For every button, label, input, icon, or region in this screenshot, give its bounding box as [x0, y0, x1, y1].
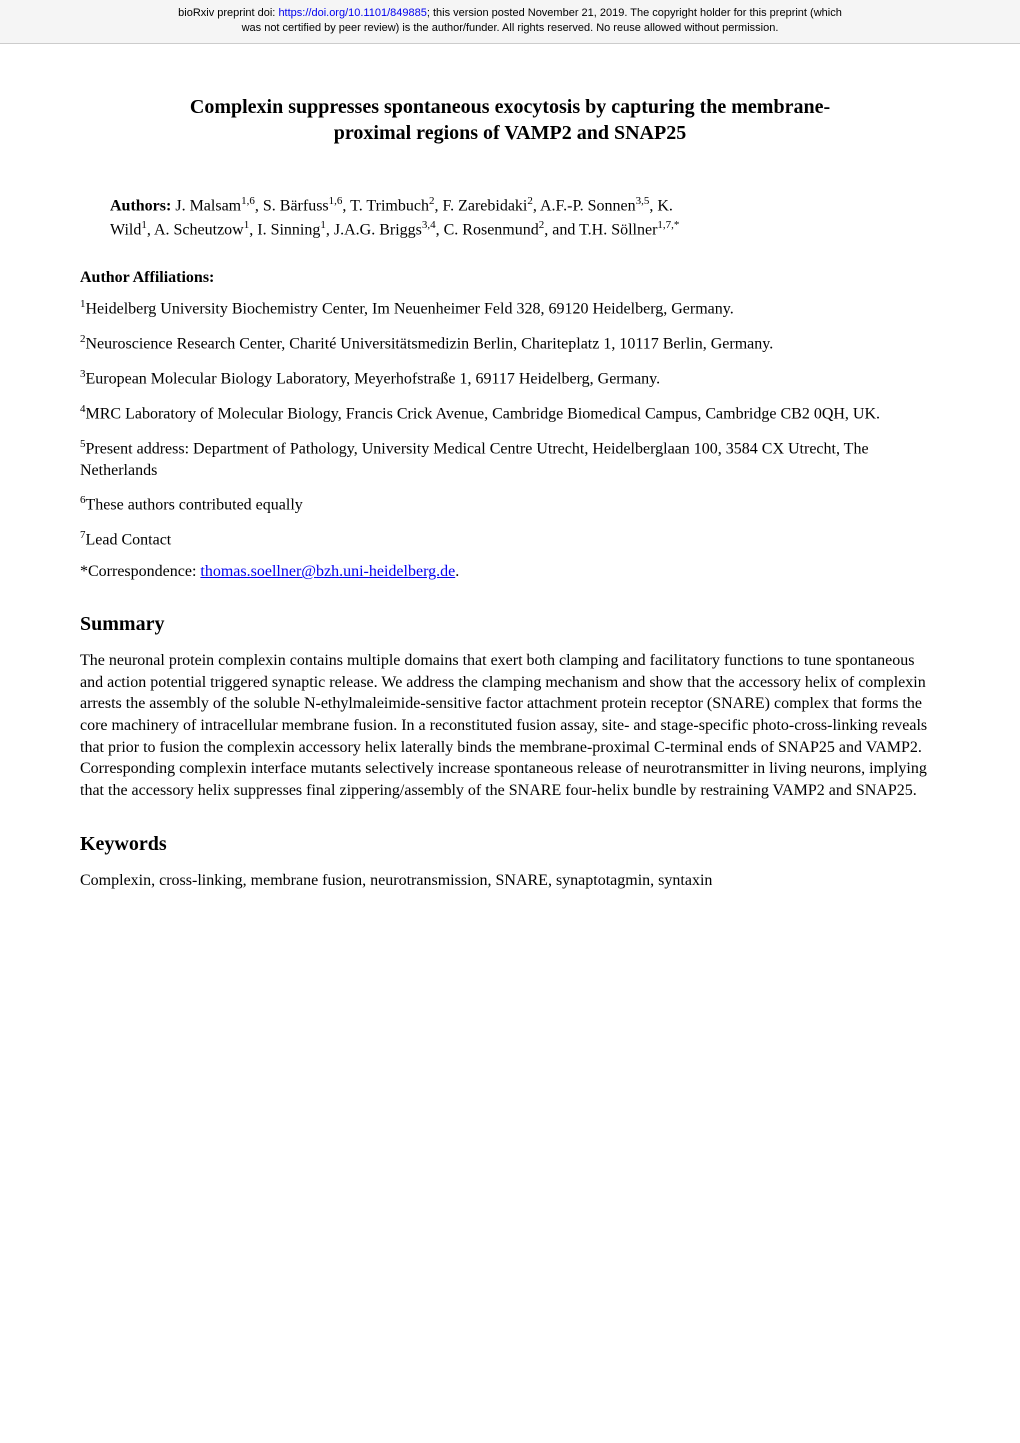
correspondence: *Correspondence: thomas.soellner@bzh.uni…	[80, 563, 940, 581]
author: Wild	[110, 221, 141, 238]
title-line2: proximal regions of VAMP2 and SNAP25	[334, 122, 686, 144]
author: , A.F.-P. Sonnen	[533, 197, 636, 214]
author: , and T.H. Söllner	[544, 221, 657, 238]
affiliation: 7Lead Contact	[80, 528, 940, 551]
author: , F. Zarebidaki	[434, 197, 527, 214]
affiliation-text: Heidelberg University Biochemistry Cente…	[86, 301, 734, 318]
correspondence-suffix: .	[455, 563, 459, 580]
author: , K.	[649, 197, 673, 214]
author-sup: 3,5	[636, 195, 650, 207]
keywords-body: Complexin, cross-linking, membrane fusio…	[80, 870, 940, 892]
affiliation: 1Heidelberg University Biochemistry Cent…	[80, 297, 940, 320]
affiliation-text: European Molecular Biology Laboratory, M…	[86, 370, 661, 387]
affiliation-text: Neuroscience Research Center, Charité Un…	[86, 335, 774, 352]
author-sup: 1,6	[329, 195, 343, 207]
affiliation-text: MRC Laboratory of Molecular Biology, Fra…	[86, 405, 881, 422]
affiliation: 2Neuroscience Research Center, Charité U…	[80, 332, 940, 355]
affiliation: 3European Molecular Biology Laboratory, …	[80, 367, 940, 390]
author: , C. Rosenmund	[436, 221, 539, 238]
affiliations-label: Author Affiliations:	[80, 269, 940, 287]
header-line2: was not certified by peer review) is the…	[242, 22, 779, 34]
author: , S. Bärfuss	[255, 197, 329, 214]
author: , J.A.G. Briggs	[326, 221, 422, 238]
author: , I. Sinning	[249, 221, 320, 238]
author: , A. Scheutzow	[147, 221, 244, 238]
affiliation: 4MRC Laboratory of Molecular Biology, Fr…	[80, 402, 940, 425]
correspondence-prefix: *Correspondence:	[80, 563, 200, 580]
affiliation-text: Present address: Department of Pathology…	[80, 440, 869, 479]
affiliation-text: Lead Contact	[86, 532, 172, 549]
correspondence-email-link[interactable]: thomas.soellner@bzh.uni-heidelberg.de	[200, 563, 455, 580]
summary-heading: Summary	[80, 613, 940, 636]
preprint-header: bioRxiv preprint doi: https://doi.org/10…	[0, 0, 1020, 44]
author-sup: 1,7,*	[657, 219, 679, 231]
page-content: Complexin suppresses spontaneous exocyto…	[0, 44, 1020, 964]
paper-title: Complexin suppresses spontaneous exocyto…	[80, 94, 940, 146]
authors-label: Authors:	[110, 197, 175, 214]
author: J. Malsam	[175, 197, 241, 214]
author-sup: 1,6	[241, 195, 255, 207]
header-line1-pre: bioRxiv preprint doi:	[178, 7, 278, 19]
title-line1: Complexin suppresses spontaneous exocyto…	[190, 96, 830, 118]
authors-block: Authors: J. Malsam1,6, S. Bärfuss1,6, T.…	[110, 194, 940, 241]
author-sup: 3,4	[422, 219, 436, 231]
author: , T. Trimbuch	[342, 197, 429, 214]
header-line1-post: ; this version posted November 21, 2019.…	[427, 7, 842, 19]
affiliation: 5Present address: Department of Patholog…	[80, 437, 940, 482]
doi-link[interactable]: https://doi.org/10.1101/849885	[278, 7, 426, 19]
affiliation: 6These authors contributed equally	[80, 493, 940, 516]
keywords-heading: Keywords	[80, 833, 940, 856]
affiliation-text: These authors contributed equally	[86, 497, 303, 514]
summary-body: The neuronal protein complexin contains …	[80, 650, 940, 801]
